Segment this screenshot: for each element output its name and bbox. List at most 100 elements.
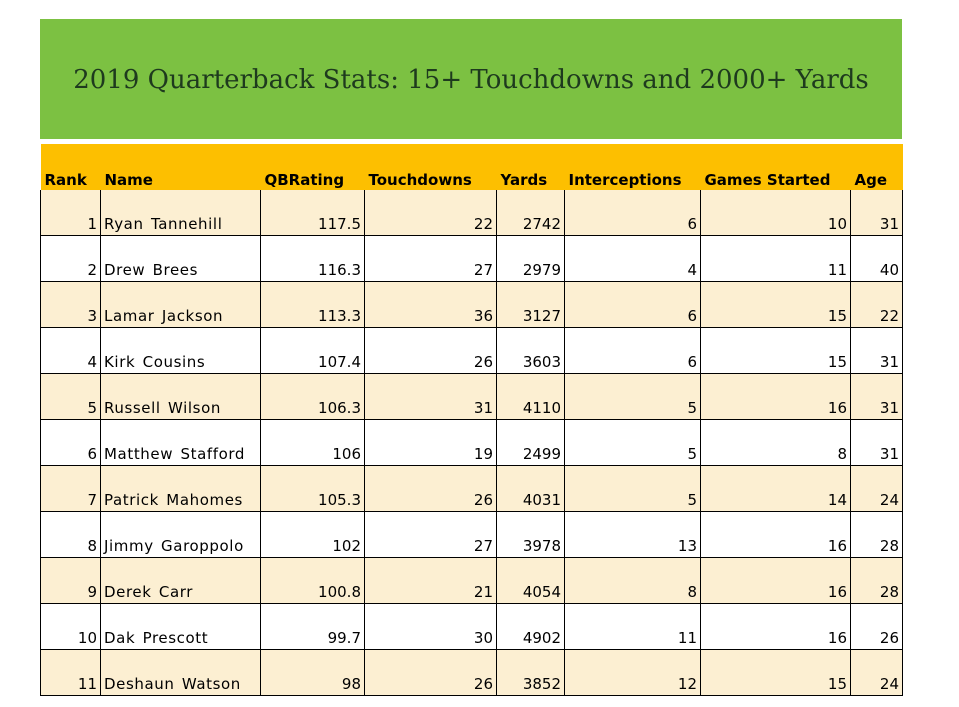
cell-yards: 4031 (496, 465, 565, 512)
cell-touchdowns: 36 (364, 281, 497, 328)
cell-name: Lamar Jackson (100, 281, 261, 328)
cell-age: 24 (850, 465, 903, 512)
cell-qbrating: 113.3 (260, 281, 365, 328)
cell-touchdowns: 31 (364, 373, 497, 420)
cell-rank: 1 (40, 190, 101, 236)
cell-qbrating: 107.4 (260, 327, 365, 374)
cell-touchdowns: 27 (364, 511, 497, 558)
column-header-games-started: Games Started (700, 144, 851, 190)
column-header-touchdowns: Touchdowns (364, 144, 497, 190)
cell-rank: 11 (40, 649, 101, 696)
table-row: 6 Matthew Stafford 106 19 2499 5 8 31 (40, 419, 903, 466)
cell-interceptions: 6 (564, 190, 701, 236)
cell-qbrating: 99.7 (260, 603, 365, 650)
cell-yards: 3127 (496, 281, 565, 328)
cell-interceptions: 12 (564, 649, 701, 696)
cell-games-started: 14 (700, 465, 851, 512)
cell-rank: 9 (40, 557, 101, 604)
cell-games-started: 16 (700, 511, 851, 558)
table-row: 11 Deshaun Watson 98 26 3852 12 15 24 (40, 649, 903, 696)
cell-qbrating: 100.8 (260, 557, 365, 604)
table-row: 2 Drew Brees 116.3 27 2979 4 11 40 (40, 235, 903, 282)
cell-qbrating: 117.5 (260, 190, 365, 236)
cell-interceptions: 6 (564, 327, 701, 374)
column-header-interceptions: Interceptions (564, 144, 701, 190)
cell-interceptions: 6 (564, 281, 701, 328)
cell-rank: 10 (40, 603, 101, 650)
cell-qbrating: 102 (260, 511, 365, 558)
cell-name: Russell Wilson (100, 373, 261, 420)
table-row: 5 Russell Wilson 106.3 31 4110 5 16 31 (40, 373, 903, 420)
cell-yards: 3603 (496, 327, 565, 374)
cell-name: Derek Carr (100, 557, 261, 604)
cell-touchdowns: 19 (364, 419, 497, 466)
cell-age: 31 (850, 373, 903, 420)
cell-interceptions: 4 (564, 235, 701, 282)
cell-rank: 3 (40, 281, 101, 328)
cell-age: 28 (850, 557, 903, 604)
cell-games-started: 8 (700, 419, 851, 466)
table-row: 4 Kirk Cousins 107.4 26 3603 6 15 31 (40, 327, 903, 374)
cell-games-started: 10 (700, 190, 851, 236)
cell-rank: 8 (40, 511, 101, 558)
page-title: 2019 Quarterback Stats: 15+ Touchdowns a… (73, 65, 869, 95)
cell-name: Patrick Mahomes (100, 465, 261, 512)
cell-qbrating: 106.3 (260, 373, 365, 420)
cell-yards: 4902 (496, 603, 565, 650)
cell-age: 31 (850, 419, 903, 466)
cell-touchdowns: 26 (364, 327, 497, 374)
cell-yards: 3978 (496, 511, 565, 558)
column-header-qbrating: QBRating (260, 144, 365, 190)
cell-interceptions: 5 (564, 373, 701, 420)
cell-name: Matthew Stafford (100, 419, 261, 466)
cell-age: 40 (850, 235, 903, 282)
cell-games-started: 16 (700, 603, 851, 650)
header-row: Rank Name QBRating Touchdowns Yards Inte… (40, 144, 903, 190)
cell-yards: 2979 (496, 235, 565, 282)
cell-interceptions: 13 (564, 511, 701, 558)
column-header-yards: Yards (496, 144, 565, 190)
column-header-rank: Rank (40, 144, 101, 190)
table-row: 10 Dak Prescott 99.7 30 4902 11 16 26 (40, 603, 903, 650)
cell-games-started: 11 (700, 235, 851, 282)
cell-rank: 4 (40, 327, 101, 374)
title-banner: 2019 Quarterback Stats: 15+ Touchdowns a… (40, 19, 902, 139)
cell-qbrating: 98 (260, 649, 365, 696)
cell-games-started: 15 (700, 281, 851, 328)
cell-games-started: 15 (700, 649, 851, 696)
column-header-age: Age (850, 144, 903, 190)
cell-yards: 2742 (496, 190, 565, 236)
cell-touchdowns: 27 (364, 235, 497, 282)
cell-rank: 5 (40, 373, 101, 420)
table-row: 7 Patrick Mahomes 105.3 26 4031 5 14 24 (40, 465, 903, 512)
column-header-name: Name (100, 144, 261, 190)
cell-name: Deshaun Watson (100, 649, 261, 696)
cell-age: 28 (850, 511, 903, 558)
cell-games-started: 15 (700, 327, 851, 374)
cell-age: 26 (850, 603, 903, 650)
cell-rank: 6 (40, 419, 101, 466)
cell-age: 22 (850, 281, 903, 328)
cell-name: Jimmy Garoppolo (100, 511, 261, 558)
cell-games-started: 16 (700, 373, 851, 420)
cell-interceptions: 5 (564, 465, 701, 512)
cell-qbrating: 106 (260, 419, 365, 466)
cell-yards: 4054 (496, 557, 565, 604)
cell-touchdowns: 21 (364, 557, 497, 604)
cell-interceptions: 8 (564, 557, 701, 604)
cell-interceptions: 11 (564, 603, 701, 650)
cell-touchdowns: 22 (364, 190, 497, 236)
cell-rank: 7 (40, 465, 101, 512)
cell-yards: 2499 (496, 419, 565, 466)
stats-table: Rank Name QBRating Touchdowns Yards Inte… (40, 144, 903, 696)
table-row: 3 Lamar Jackson 113.3 36 3127 6 15 22 (40, 281, 903, 328)
cell-yards: 4110 (496, 373, 565, 420)
cell-touchdowns: 26 (364, 649, 497, 696)
cell-name: Kirk Cousins (100, 327, 261, 374)
cell-name: Drew Brees (100, 235, 261, 282)
table-row: 8 Jimmy Garoppolo 102 27 3978 13 16 28 (40, 511, 903, 558)
cell-name: Dak Prescott (100, 603, 261, 650)
cell-age: 31 (850, 327, 903, 374)
cell-games-started: 16 (700, 557, 851, 604)
cell-rank: 2 (40, 235, 101, 282)
